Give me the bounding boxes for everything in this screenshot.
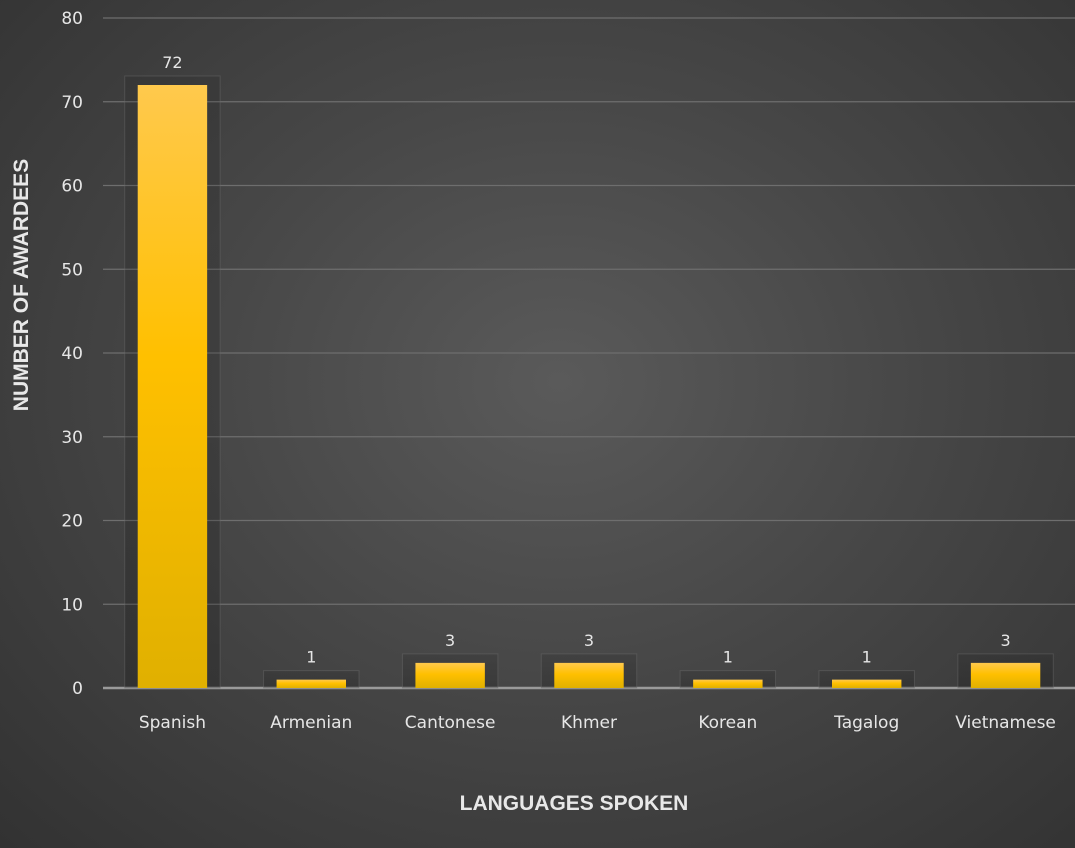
- bar-armenian: [276, 679, 346, 688]
- x-tick-label: Tagalog: [833, 713, 899, 733]
- data-label: 1: [862, 648, 872, 667]
- bar-vietnamese: [970, 662, 1041, 688]
- gridlines: [103, 17, 1075, 690]
- x-tick-label: Armenian: [270, 713, 352, 733]
- data-label: 72: [162, 53, 182, 72]
- x-axis-title: LANGUAGES SPOKEN: [460, 792, 689, 815]
- data-label: 3: [1000, 631, 1010, 650]
- y-axis-title: NUMBER OF AWARDEES: [10, 159, 33, 411]
- x-tick-label: Khmer: [561, 713, 617, 733]
- data-label: 1: [306, 648, 316, 667]
- x-axis-ticks: Spanish Armenian Cantonese Khmer Korean Tagal…: [139, 713, 1056, 733]
- y-tick-label: 50: [61, 260, 83, 280]
- y-tick-label: 20: [61, 512, 83, 532]
- bar-khmer: [554, 662, 624, 688]
- y-tick-label: 80: [61, 9, 83, 29]
- data-label: 3: [445, 631, 455, 650]
- bar-korean: [693, 679, 763, 688]
- y-tick-label: 40: [61, 344, 83, 364]
- y-tick-label: 10: [61, 595, 83, 615]
- x-tick-label: Cantonese: [405, 713, 496, 733]
- x-tick-label: Spanish: [139, 713, 206, 733]
- y-axis-ticks: 0 10 20 30 40 50 60 70 80: [61, 9, 83, 699]
- data-label: 3: [584, 631, 594, 650]
- x-tick-label: Vietnamese: [955, 713, 1056, 733]
- y-tick-label: 70: [61, 93, 83, 113]
- x-tick-label: Korean: [698, 713, 757, 733]
- data-labels: 72 1 3 3 1 1 3: [162, 53, 1010, 667]
- bars: [124, 75, 1054, 689]
- y-tick-label: 30: [61, 428, 83, 448]
- y-tick-label: 0: [72, 679, 83, 699]
- bar-tagalog: [832, 679, 902, 688]
- data-label: 1: [723, 648, 733, 667]
- y-tick-label: 60: [61, 177, 83, 197]
- bar-spanish: [137, 85, 208, 688]
- bar-cantonese: [415, 662, 485, 688]
